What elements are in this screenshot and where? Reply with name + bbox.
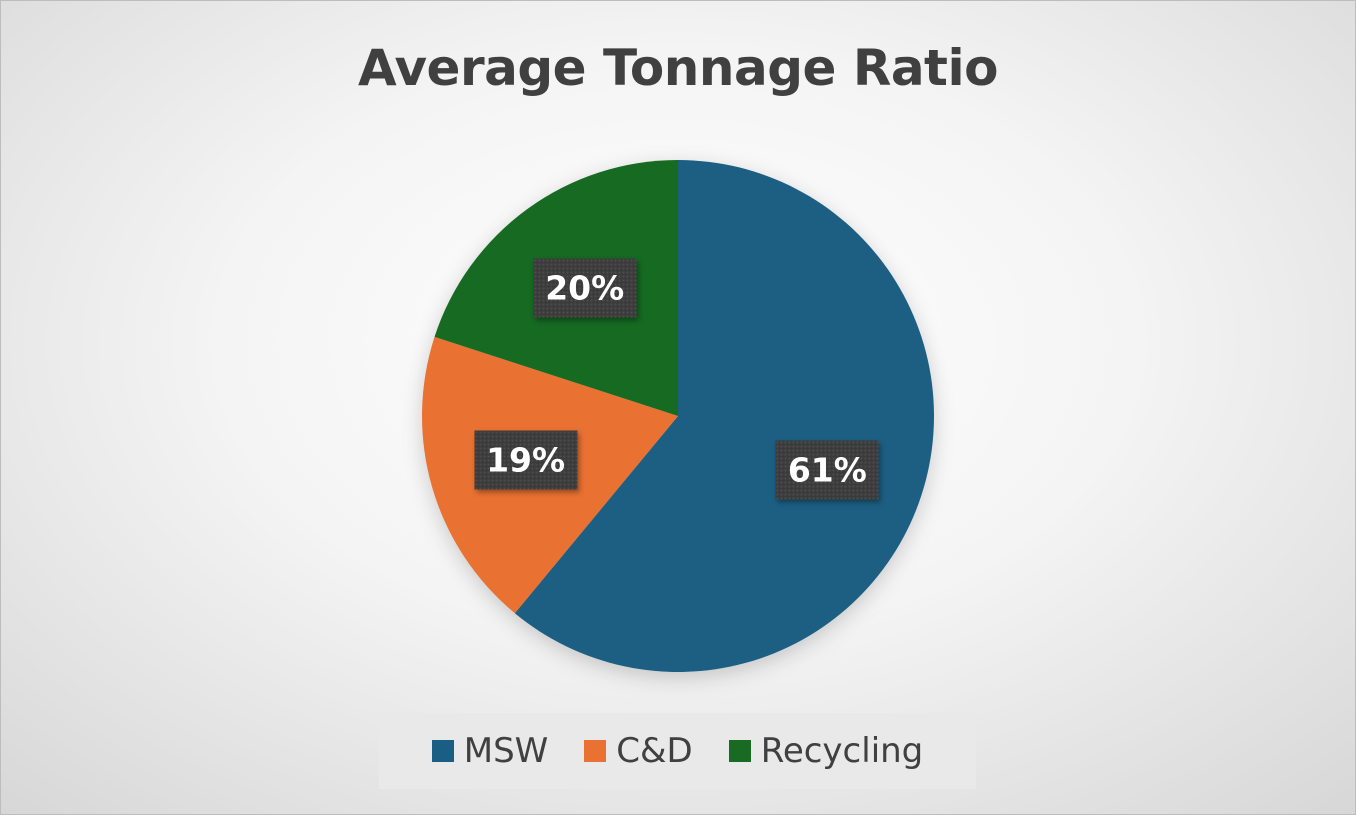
legend-swatch [728,740,751,762]
data-label-c-d: 19% [474,430,578,490]
data-label-msw: 61% [775,440,879,500]
chart-title: Average Tonnage Ratio [358,39,998,97]
legend-item-c-d: C&D [584,731,693,771]
pie-slice-msw [514,160,934,672]
legend-item-msw: MSW [431,731,549,771]
legend-item-recycling: Recycling [728,731,924,771]
legend-swatch [431,740,454,762]
legend-label: C&D [616,731,693,771]
legend-label: Recycling [760,731,924,771]
legend: MSW C&D Recycling [379,713,976,789]
legend-swatch [584,740,607,762]
data-label-recycling: 20% [533,258,637,318]
legend-label: MSW [463,731,549,771]
pie-slices [422,160,934,672]
